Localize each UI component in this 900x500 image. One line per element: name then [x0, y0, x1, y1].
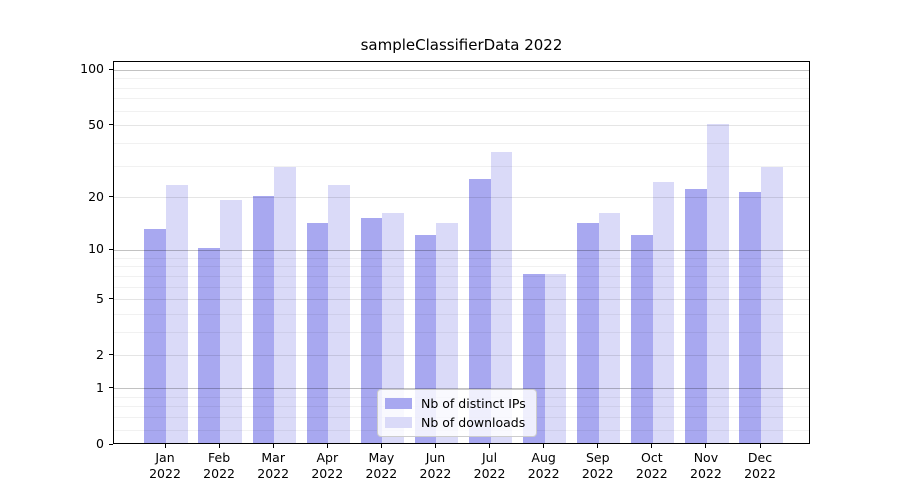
gridline-y-1 [114, 388, 809, 390]
y-tick-mark-10 [109, 248, 113, 250]
x-tick-mark-jan [164, 444, 166, 448]
x-tick-label-jul: Jul 2022 [473, 450, 506, 481]
gridline-y-70 [114, 98, 809, 100]
y-tick-label-1: 1 [96, 379, 104, 395]
legend-swatch-downloads-icon [385, 417, 412, 428]
bar-distinct-ips-jan [144, 228, 166, 443]
gridline-y-30 [114, 165, 809, 167]
x-tick-mark-dec [759, 444, 761, 448]
gridline-y-60 [114, 110, 809, 112]
x-tick-label-feb: Feb 2022 [203, 450, 235, 481]
x-tick-mark-sep [597, 444, 599, 448]
x-tick-mark-nov [705, 444, 707, 448]
bar-distinct-ips-jul [468, 178, 491, 443]
bar-distinct-ips-may [360, 217, 383, 443]
x-tick-mark-aug [543, 444, 545, 448]
bar-distinct-ips-sep [577, 223, 599, 443]
legend-item-distinct-ips: Nb of distinct IPs [385, 396, 526, 411]
x-tick-mark-mar [272, 444, 274, 448]
gridline-y-20 [114, 197, 809, 199]
legend-swatch-distinct-ips-icon [385, 398, 412, 409]
bar-distinct-ips-feb [198, 248, 221, 443]
gridline-y-4 [114, 313, 809, 315]
gridline-y-9 [114, 257, 809, 259]
y-tick-mark-100 [109, 68, 113, 70]
x-tick-label-dec: Dec 2022 [744, 450, 776, 481]
gridline-y-6 [114, 286, 809, 288]
bar-downloads-may [382, 213, 404, 443]
gridline-y-8 [114, 266, 809, 268]
gridline-y-2 [114, 355, 809, 357]
x-tick-mark-feb [218, 444, 220, 448]
bar-downloads-aug [544, 274, 567, 443]
y-tick-mark-20 [109, 196, 113, 198]
x-tick-label-oct: Oct 2022 [635, 450, 668, 481]
plot-area [113, 61, 810, 444]
gridline-y-90 [114, 78, 809, 80]
y-tick-mark-1 [109, 387, 113, 389]
bar-downloads-dec [761, 166, 783, 443]
y-tick-label-0: 0 [96, 436, 104, 451]
x-tick-label-sep: Sep 2022 [581, 450, 614, 481]
gridline-y-3 [114, 331, 809, 333]
x-tick-label-jun: Jun 2022 [419, 450, 452, 481]
gridline-y-40 [114, 143, 809, 145]
x-tick-mark-jun [434, 444, 436, 448]
y-tick-label-100: 100 [80, 61, 104, 77]
x-tick-mark-may [380, 444, 382, 448]
bar-downloads-nov [706, 123, 729, 443]
x-tick-label-may: May 2022 [365, 450, 398, 481]
gridline-y-80 [114, 87, 809, 89]
bar-distinct-ips-oct [631, 234, 653, 443]
x-tick-mark-apr [326, 444, 328, 448]
gridline-y-10 [114, 249, 809, 251]
bar-downloads-oct [652, 181, 675, 443]
y-tick-label-2: 2 [96, 346, 104, 362]
bar-downloads-mar [274, 166, 296, 443]
legend-label-distinct-ips: Nb of distinct IPs [421, 396, 526, 411]
gridline-y-50 [114, 125, 809, 127]
bar-downloads-jul [490, 152, 513, 443]
bar-downloads-jun [436, 223, 459, 443]
x-tick-label-apr: Apr 2022 [311, 450, 344, 481]
gridline-y-100 [114, 69, 809, 71]
y-tick-label-10: 10 [88, 241, 104, 257]
bar-distinct-ips-nov [685, 188, 707, 443]
x-tick-label-mar: Mar 2022 [257, 450, 290, 481]
bar-downloads-feb [220, 199, 242, 443]
legend-label-downloads: Nb of downloads [421, 415, 526, 430]
bar-distinct-ips-mar [252, 195, 275, 443]
gridline-y-7 [114, 275, 809, 277]
legend-item-downloads: Nb of downloads [385, 415, 526, 430]
y-tick-label-20: 20 [88, 188, 104, 204]
bar-downloads-apr [328, 185, 350, 443]
x-tick-label-nov: Nov 2022 [690, 450, 722, 481]
gridline-y-5 [114, 299, 809, 301]
chart-title: sampleClassifierData 2022 [360, 36, 563, 54]
y-tick-label-50: 50 [88, 116, 104, 132]
bar-distinct-ips-apr [306, 223, 329, 443]
bar-distinct-ips-dec [739, 192, 761, 443]
x-tick-mark-jul [489, 444, 491, 448]
y-tick-label-5: 5 [96, 290, 104, 306]
y-tick-mark-5 [109, 298, 113, 300]
y-tick-mark-0 [109, 443, 113, 445]
bar-downloads-jan [166, 185, 188, 443]
bar-downloads-sep [598, 213, 621, 443]
y-tick-mark-50 [109, 124, 113, 126]
x-tick-mark-oct [651, 444, 653, 448]
x-tick-label-aug: Aug 2022 [527, 450, 560, 481]
x-tick-label-jan: Jan 2022 [149, 450, 181, 481]
y-tick-mark-2 [109, 354, 113, 356]
legend: Nb of distinct IPs Nb of downloads [377, 389, 537, 437]
